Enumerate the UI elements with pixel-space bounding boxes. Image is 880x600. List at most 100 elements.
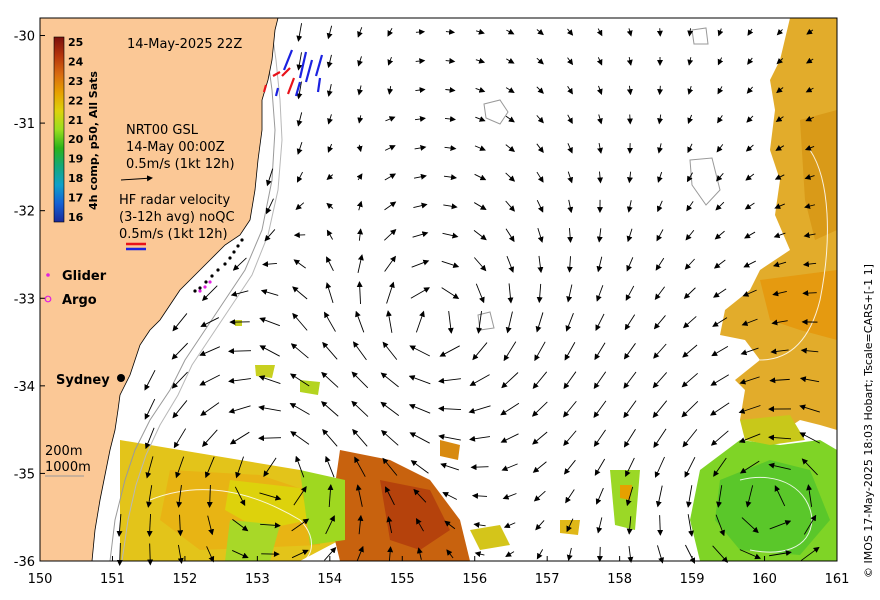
current-vector <box>469 374 490 386</box>
current-vector <box>441 260 460 269</box>
current-vector <box>415 517 424 532</box>
current-vector <box>654 286 666 301</box>
current-vector <box>444 520 456 530</box>
current-vector <box>801 458 818 476</box>
current-vector <box>438 377 461 384</box>
current-vector <box>387 56 394 66</box>
current-vector <box>596 285 604 302</box>
current-vector <box>414 116 426 122</box>
current-vector <box>655 485 663 508</box>
current-vector <box>623 429 636 448</box>
current-vector <box>567 143 573 154</box>
current-vector <box>440 462 459 471</box>
current-vector <box>775 145 785 151</box>
current-vector <box>386 516 393 534</box>
current-vector <box>382 341 398 360</box>
current-vector <box>769 520 792 530</box>
current-vector <box>175 456 185 479</box>
current-vector <box>327 143 334 153</box>
current-vector <box>596 228 603 243</box>
current-vector <box>505 87 515 93</box>
current-vector <box>687 57 694 66</box>
current-vector <box>384 255 396 272</box>
current-vector <box>234 486 246 507</box>
current-vector <box>145 456 154 479</box>
current-vector <box>687 114 694 124</box>
current-vector <box>325 282 334 304</box>
x-tick-label: 161 <box>825 572 850 587</box>
current-vector <box>535 312 544 333</box>
current-vector <box>501 372 519 389</box>
current-vector <box>260 289 279 296</box>
current-vector <box>656 229 664 242</box>
current-vector <box>228 405 251 414</box>
current-vector <box>326 256 334 272</box>
current-vector <box>804 203 816 209</box>
current-vector <box>296 112 303 127</box>
current-vector <box>626 28 633 37</box>
current-vector <box>444 145 457 152</box>
current-vector <box>503 522 516 529</box>
current-vector <box>532 431 548 445</box>
current-vector <box>381 430 399 446</box>
current-vector <box>296 23 303 42</box>
current-vector <box>293 259 306 269</box>
current-vector <box>409 345 431 357</box>
current-vector <box>409 432 430 444</box>
current-vector <box>356 144 363 153</box>
current-vector <box>172 400 188 419</box>
current-vector <box>410 460 429 474</box>
current-vector <box>768 462 791 470</box>
current-vector <box>415 87 426 94</box>
current-vector <box>770 348 789 355</box>
current-vector <box>625 486 634 507</box>
current-vector <box>413 202 428 209</box>
current-vector <box>800 546 820 561</box>
current-vector <box>654 456 665 478</box>
current-vector <box>624 314 636 331</box>
current-vector <box>171 342 189 360</box>
hf-radar-title: HF radar velocity <box>119 193 231 208</box>
current-vector <box>745 485 754 508</box>
current-vector <box>626 114 633 125</box>
current-vector <box>296 141 303 155</box>
current-vector <box>475 57 486 64</box>
current-vector <box>290 343 309 359</box>
current-vector <box>804 174 815 180</box>
current-vector <box>505 200 515 212</box>
current-vector <box>776 57 784 65</box>
current-vector <box>500 402 520 416</box>
current-vector <box>596 85 603 96</box>
colorbar-tick-label: 19 <box>68 153 83 166</box>
current-vector <box>412 231 429 238</box>
current-vector <box>443 203 458 210</box>
current-vector <box>567 171 574 184</box>
current-vector <box>411 259 430 268</box>
current-vector <box>502 493 517 500</box>
current-vector <box>531 401 548 417</box>
current-vector <box>682 429 698 448</box>
current-vector <box>414 144 427 151</box>
current-vector <box>259 492 282 501</box>
colorbar-tick-label: 21 <box>68 114 83 127</box>
current-vector <box>653 343 667 359</box>
current-vector <box>532 461 547 473</box>
x-tick-label: 152 <box>172 572 197 587</box>
current-vector <box>799 404 820 413</box>
current-vector <box>686 201 694 212</box>
current-vector <box>537 255 544 274</box>
current-vector <box>533 490 546 502</box>
current-vector <box>144 370 156 391</box>
current-vector <box>408 375 431 385</box>
current-vector <box>387 546 394 561</box>
current-vector <box>258 375 281 385</box>
current-vector <box>413 173 427 180</box>
current-vector <box>355 484 363 507</box>
current-vector <box>324 455 335 478</box>
current-vector <box>470 464 489 471</box>
current-vector <box>596 57 603 66</box>
current-vector <box>293 486 307 506</box>
current-vector <box>199 374 220 386</box>
colorbar-title: 4h comp, p50, All Sats <box>87 71 100 210</box>
current-vector <box>176 485 183 508</box>
